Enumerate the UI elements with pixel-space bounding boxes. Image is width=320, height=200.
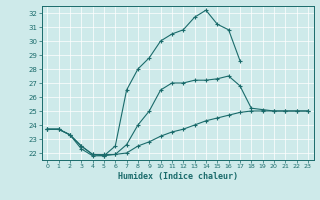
- X-axis label: Humidex (Indice chaleur): Humidex (Indice chaleur): [118, 172, 237, 181]
